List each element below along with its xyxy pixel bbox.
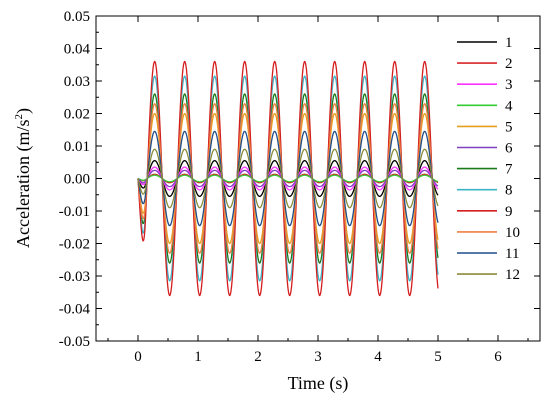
series-line-1 <box>137 159 439 198</box>
y-ticks: -0.05 -0.04 -0.03 -0.02 -0.01 0.00 0.01 0.02 0.0… <box>59 9 540 350</box>
x-tick-label: 2 <box>254 349 262 365</box>
series-line-11 <box>137 130 439 227</box>
y-tick-label: 0.00 <box>64 172 90 188</box>
x-tick-label: 3 <box>314 349 322 365</box>
y-tick-label: 0.04 <box>64 42 91 58</box>
y-tick-label: -0.02 <box>59 237 90 253</box>
x-tick-label: 4 <box>374 349 382 365</box>
legend-label-5: 5 <box>505 119 513 135</box>
y-tick-label: -0.04 <box>59 302 91 318</box>
x-tick-label: 1 <box>194 349 202 365</box>
series-group <box>137 60 439 297</box>
y-axis-label-sup: 2 <box>13 114 25 120</box>
x-tick-label: 6 <box>494 349 502 365</box>
x-tick-label: 5 <box>434 349 442 365</box>
y-axis-label-tail: ) <box>13 108 34 114</box>
y-axis-label-main: Acceleration (m/s <box>13 120 34 248</box>
legend-label-6: 6 <box>505 141 513 157</box>
x-tick-label: 0 <box>134 349 142 365</box>
legend-label-7: 7 <box>505 162 513 178</box>
legend-label-1: 1 <box>505 35 513 51</box>
y-tick-label: 0.01 <box>64 139 90 155</box>
y-tick-label: 0.03 <box>64 74 90 90</box>
series-line-4 <box>137 174 439 183</box>
y-tick-label: 0.02 <box>64 107 90 123</box>
legend-label-10: 10 <box>505 225 520 241</box>
series-line-12 <box>137 148 439 209</box>
y-tick-label: -0.05 <box>59 334 90 350</box>
legend-label-11: 11 <box>505 246 519 262</box>
legend-label-9: 9 <box>505 204 513 220</box>
series-line-10 <box>137 103 439 254</box>
series-line-6 <box>137 169 439 188</box>
legend-label-2: 2 <box>505 56 513 72</box>
legend-label-3: 3 <box>505 77 513 93</box>
legend-label-4: 4 <box>505 98 513 114</box>
y-tick-label: -0.03 <box>59 269 90 285</box>
y-tick-label: 0.05 <box>64 9 90 25</box>
legend-label-8: 8 <box>505 183 513 199</box>
y-tick-label: -0.01 <box>59 204 90 220</box>
y-axis-label: Acceleration (m/s2) <box>13 108 34 248</box>
legend-label-12: 12 <box>505 267 520 283</box>
x-axis-label: Time (s) <box>288 373 349 394</box>
